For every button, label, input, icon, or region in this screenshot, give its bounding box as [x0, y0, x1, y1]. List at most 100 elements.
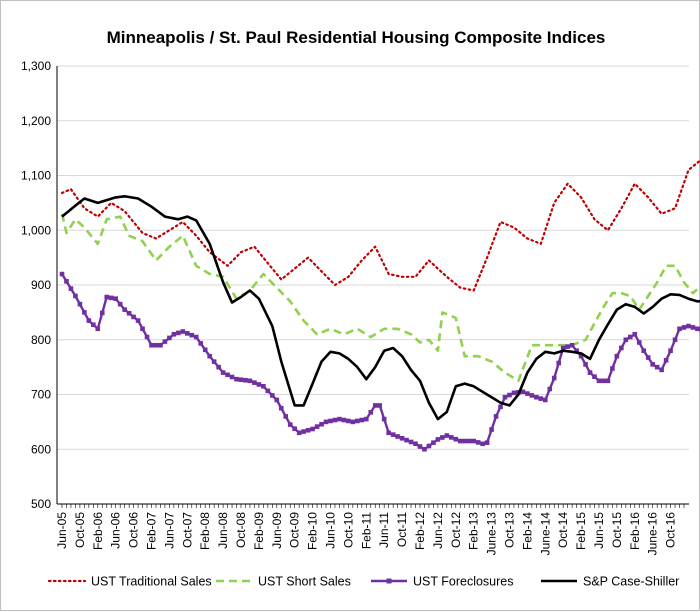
x-tick-label: Jun-07	[162, 512, 176, 549]
x-tick-label: Jun-11	[377, 512, 391, 548]
data-point	[73, 294, 78, 299]
data-point	[682, 325, 687, 330]
data-point	[270, 393, 275, 398]
data-point	[458, 439, 463, 444]
data-point	[480, 441, 485, 446]
data-point	[489, 427, 494, 432]
data-point	[176, 331, 181, 336]
x-tick-label: Feb-10	[306, 512, 320, 550]
data-point	[297, 431, 302, 436]
data-point	[279, 406, 284, 411]
data-point	[386, 431, 391, 436]
data-point	[324, 420, 329, 425]
data-point	[530, 393, 535, 398]
x-tick-label: Oct-13	[502, 512, 516, 548]
data-point	[360, 418, 365, 423]
data-point	[198, 341, 203, 346]
data-point	[131, 315, 136, 320]
data-point	[543, 398, 548, 403]
y-tick-label: 700	[31, 388, 51, 402]
data-point	[288, 422, 293, 427]
data-point	[606, 379, 611, 384]
data-point	[512, 391, 517, 396]
data-point	[104, 295, 109, 300]
data-point	[95, 327, 100, 332]
data-point	[310, 427, 315, 432]
data-point	[257, 382, 262, 387]
chart-title: Minneapolis / St. Paul Residential Housi…	[107, 28, 606, 47]
data-point	[556, 361, 561, 366]
data-point	[377, 403, 382, 408]
data-point	[351, 420, 356, 425]
data-point	[624, 337, 629, 342]
data-point	[342, 418, 347, 423]
x-tick-label: Oct-10	[341, 512, 355, 548]
x-tick-label: Oct-14	[556, 512, 570, 548]
data-point	[207, 354, 212, 359]
data-point	[619, 346, 624, 351]
data-point	[109, 296, 114, 301]
data-point	[216, 365, 221, 370]
data-point	[292, 426, 297, 431]
series-group	[60, 124, 700, 452]
data-point	[82, 310, 87, 315]
x-tick-label: Oct-05	[73, 512, 87, 548]
x-tick-label: Feb-07	[144, 512, 158, 550]
x-tick-label: Feb-11	[359, 512, 373, 549]
data-point	[203, 347, 208, 352]
data-point	[476, 440, 481, 445]
x-tick-label: Oct-15	[610, 512, 624, 548]
data-point	[194, 335, 199, 340]
data-point	[368, 410, 373, 415]
x-tick-label: Feb-16	[628, 512, 642, 550]
data-point	[673, 337, 678, 342]
data-point	[113, 296, 118, 301]
data-point	[283, 414, 288, 419]
x-tick-label: Jun-05	[55, 512, 69, 549]
data-point	[440, 435, 445, 440]
x-tick-label: Oct-06	[127, 512, 141, 548]
data-point	[373, 403, 378, 408]
data-point	[252, 380, 257, 385]
data-point	[185, 331, 190, 336]
data-point	[449, 435, 454, 440]
data-point	[409, 440, 414, 445]
data-point	[485, 440, 490, 445]
data-point	[221, 370, 226, 375]
data-point	[60, 272, 65, 277]
x-tick-label: Jun-08	[216, 512, 230, 549]
legend-label: S&P Case-Shiller	[583, 575, 679, 589]
data-point	[445, 433, 450, 438]
series-line	[62, 274, 700, 449]
data-point	[122, 307, 127, 312]
data-point	[391, 432, 396, 437]
data-point	[503, 395, 508, 400]
series-line	[62, 124, 700, 291]
data-point	[230, 375, 235, 380]
data-point	[418, 444, 423, 449]
legend-marker	[387, 579, 392, 584]
data-point	[462, 439, 467, 444]
x-tick-label: Jun-12	[431, 512, 445, 549]
data-point	[498, 405, 503, 410]
data-point	[382, 417, 387, 422]
data-point	[552, 376, 557, 381]
data-point	[239, 377, 244, 382]
data-point	[583, 362, 588, 367]
data-point	[597, 379, 602, 384]
data-point	[664, 358, 669, 363]
data-point	[646, 355, 651, 360]
data-point	[547, 387, 552, 392]
data-point	[87, 318, 92, 323]
data-point	[628, 335, 633, 340]
data-point	[592, 374, 597, 379]
data-point	[266, 389, 271, 394]
data-point	[659, 368, 664, 373]
y-tick-label: 900	[31, 278, 51, 292]
data-point	[243, 378, 248, 383]
data-point	[91, 322, 96, 327]
data-point	[306, 428, 311, 433]
